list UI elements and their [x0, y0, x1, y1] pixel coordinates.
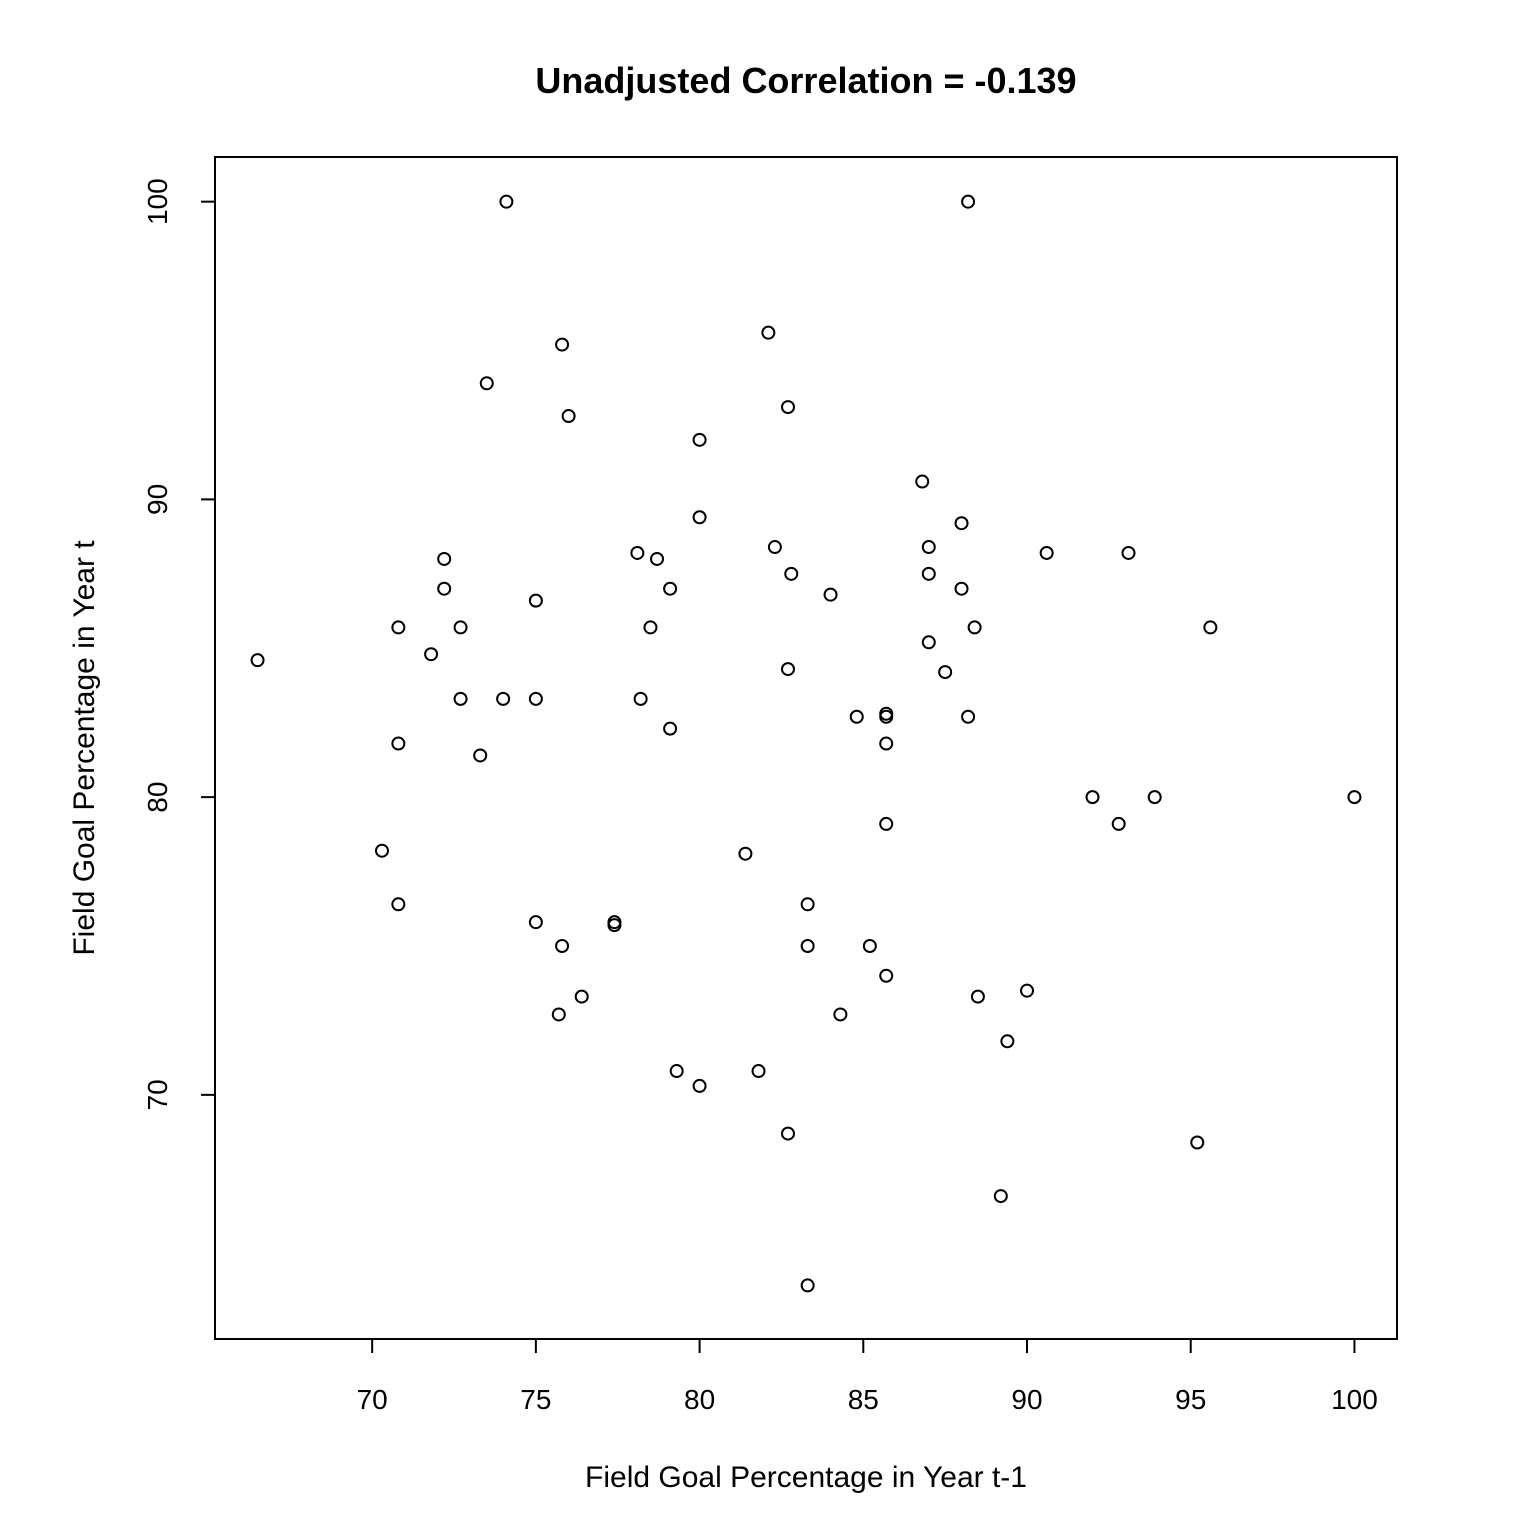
data-point: [780, 400, 795, 415]
data-point: [528, 593, 543, 608]
data-point: [751, 1064, 766, 1079]
data-point: [921, 635, 936, 650]
data-point: [1347, 790, 1362, 805]
data-point: [800, 897, 815, 912]
data-point: [607, 918, 622, 933]
data-point: [692, 1078, 707, 1093]
data-point: [1190, 1135, 1205, 1150]
data-point: [391, 620, 406, 635]
y-axis-label: Field Goal Percentage in Year t: [68, 540, 101, 956]
data-point: [1121, 545, 1136, 560]
data-point: [692, 510, 707, 525]
data-point: [669, 1064, 684, 1079]
data-points: [250, 194, 1362, 1293]
y-tick-label: 90: [142, 484, 173, 515]
data-point: [528, 691, 543, 706]
data-point: [374, 843, 389, 858]
data-point: [555, 938, 570, 953]
data-point: [800, 938, 815, 953]
data-point: [862, 938, 877, 953]
data-point: [780, 1126, 795, 1141]
data-point: [633, 691, 648, 706]
data-point: [1147, 790, 1162, 805]
x-tick-label: 80: [684, 1384, 715, 1415]
data-point: [437, 551, 452, 566]
data-point: [250, 653, 265, 668]
data-point: [1020, 983, 1035, 998]
data-point: [437, 581, 452, 596]
data-point: [761, 325, 776, 340]
data-point: [453, 691, 468, 706]
y-tick-label: 70: [142, 1079, 173, 1110]
data-point: [849, 709, 864, 724]
data-point: [1111, 816, 1126, 831]
data-point: [938, 665, 953, 680]
x-tick-label: 100: [1331, 1384, 1378, 1415]
plot-frame: [214, 156, 1398, 1340]
x-tick-label: 85: [848, 1384, 879, 1415]
y-axis: 70 80 90 100: [142, 178, 216, 1110]
data-point: [879, 736, 894, 751]
y-tick-label: 80: [142, 782, 173, 813]
data-point: [954, 516, 969, 531]
data-point: [767, 540, 782, 555]
data-point: [921, 540, 936, 555]
data-point: [630, 545, 645, 560]
chart-title: Unadjusted Correlation = -0.139: [535, 60, 1076, 101]
data-point: [453, 620, 468, 635]
data-point: [780, 662, 795, 677]
data-point: [574, 989, 589, 1004]
x-tick-label: 75: [520, 1384, 551, 1415]
data-point: [391, 736, 406, 751]
data-point: [879, 816, 894, 831]
data-point: [800, 1278, 815, 1293]
data-point: [424, 647, 439, 662]
data-point: [915, 474, 930, 489]
data-point: [967, 620, 982, 635]
data-point: [970, 989, 985, 1004]
data-point: [1085, 790, 1100, 805]
data-point: [479, 376, 494, 391]
x-axis: 70 75 80 85 90 95 100: [357, 1338, 1378, 1415]
data-point: [1039, 545, 1054, 560]
y-tick-label: 100: [142, 178, 173, 225]
x-axis-label: Field Goal Percentage in Year t-1: [585, 1461, 1027, 1494]
data-point: [663, 581, 678, 596]
data-point: [833, 1007, 848, 1022]
data-point: [879, 968, 894, 983]
data-point: [1203, 620, 1218, 635]
data-point: [738, 846, 753, 861]
x-tick-label: 70: [357, 1384, 388, 1415]
data-point: [391, 897, 406, 912]
data-point: [555, 337, 570, 352]
data-point: [499, 194, 514, 209]
data-point: [692, 432, 707, 447]
data-point: [921, 566, 936, 581]
data-point: [561, 409, 576, 424]
data-point: [551, 1007, 566, 1022]
data-point: [473, 748, 488, 763]
x-tick-label: 95: [1175, 1384, 1206, 1415]
data-point: [528, 915, 543, 930]
x-tick-label: 90: [1011, 1384, 1042, 1415]
data-point: [879, 709, 894, 724]
data-point: [650, 551, 665, 566]
data-point: [784, 566, 799, 581]
data-point: [1000, 1034, 1015, 1049]
data-point: [961, 709, 976, 724]
data-point: [663, 721, 678, 736]
data-point: [993, 1189, 1008, 1204]
data-point: [496, 691, 511, 706]
data-point: [643, 620, 658, 635]
data-point: [961, 194, 976, 209]
data-point: [954, 581, 969, 596]
data-point: [823, 587, 838, 602]
